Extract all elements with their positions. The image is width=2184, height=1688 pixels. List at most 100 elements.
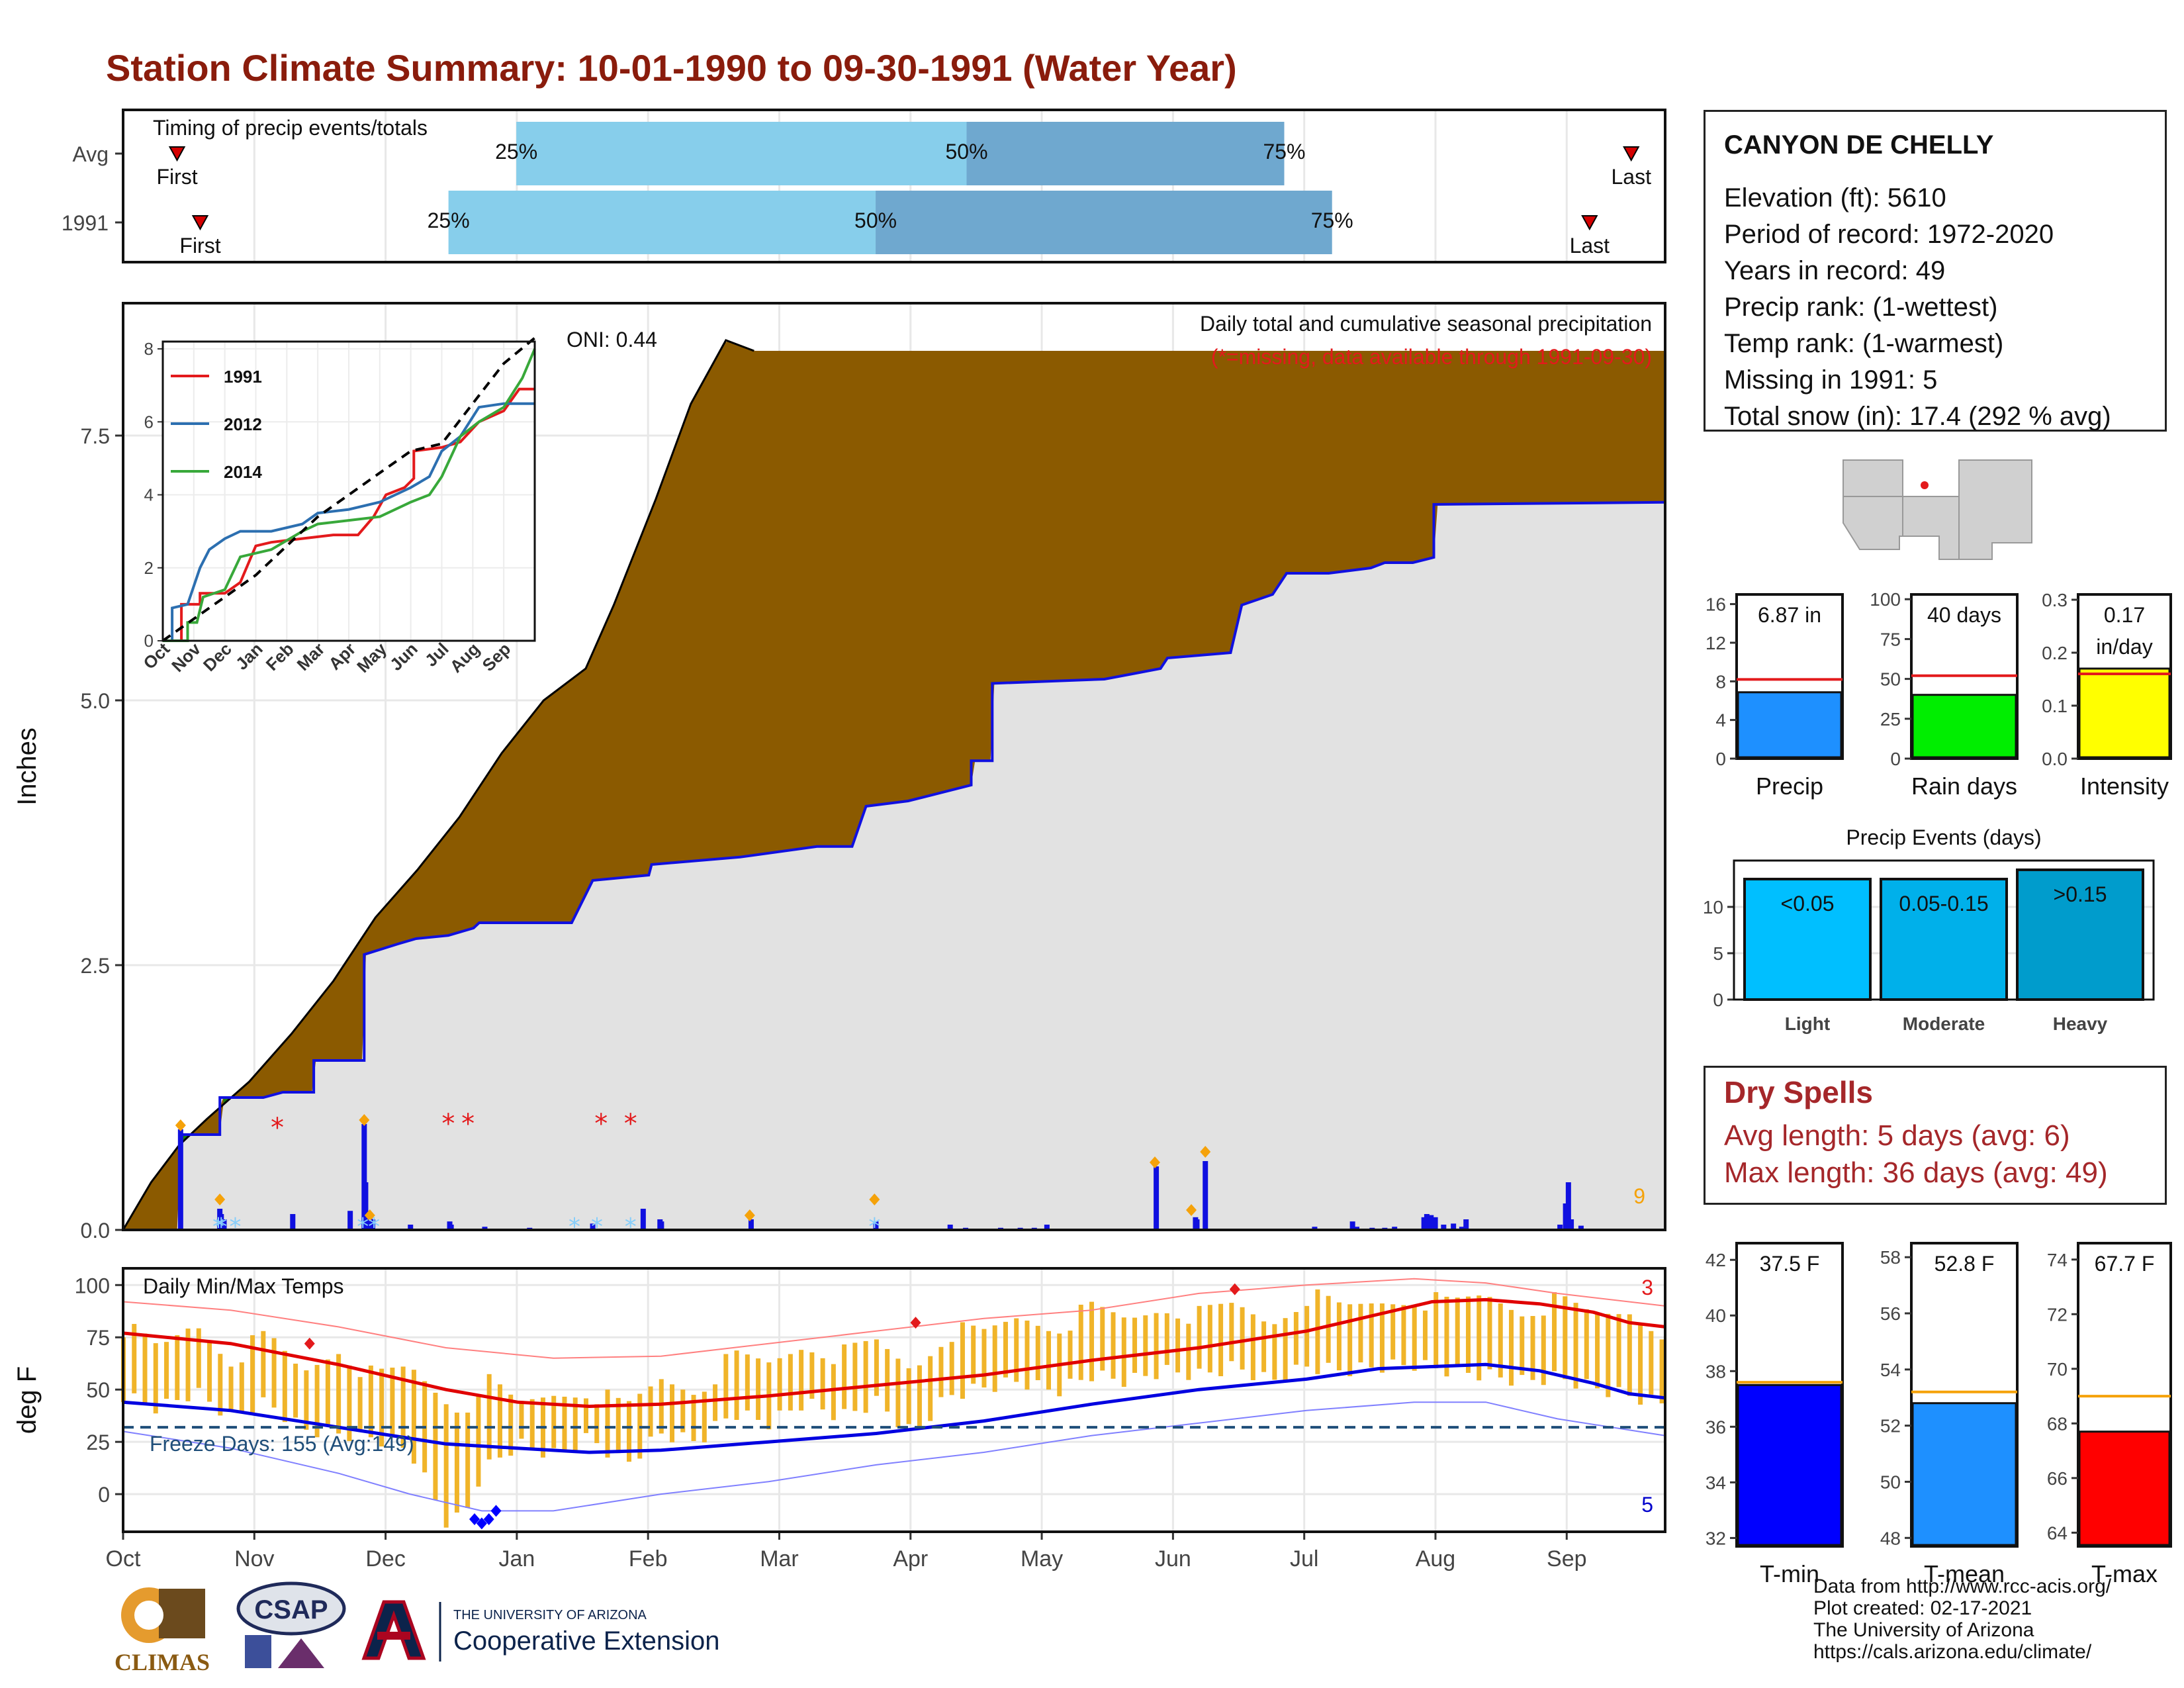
daily-temp-range-bar [497,1384,502,1458]
daily-temp-range-bar [443,1404,449,1528]
month-label: Feb [629,1546,668,1571]
daily-precip-bar [748,1219,754,1230]
temp-ytick-label: 0 [98,1483,110,1507]
daily-precip-bar [640,1209,646,1230]
daily-temp-range-bar [1229,1303,1234,1362]
intensity-ytick-label: 0.2 [2042,643,2068,663]
daily-temp-range-bar [1261,1321,1267,1372]
daily-precip-top-marker [1186,1204,1197,1216]
daily-precip-bar [1044,1225,1050,1230]
tmin-ytick-label: 40 [1706,1305,1726,1326]
month-label: Apr [893,1546,928,1571]
record-low-marker [490,1505,502,1517]
temp-frame [122,1267,1666,1533]
info-precip-rank: Precip rank: (1-wettest) [1724,293,1998,322]
daily-temp-range-bar [723,1354,729,1419]
tmean-ytick-label: 54 [1880,1360,1901,1380]
daily-precip-top-marker [175,1119,186,1131]
daily-temp-range-bar [852,1342,858,1411]
daily-temp-range-bar [1616,1314,1621,1387]
daily-temp-range-bar [745,1354,750,1411]
daily-temp-range-bar [615,1397,621,1454]
daily-temp-range-bar [1143,1315,1148,1376]
daily-temp-range-bar [1530,1316,1535,1380]
last-event-label: Last [1570,234,1610,258]
daily-temp-range-bar [1433,1292,1439,1368]
precip-events-frame [1733,859,2155,1001]
climas-logo: CLIMAS [114,1587,210,1675]
daily-temp-range-bar [1272,1324,1277,1380]
tmax-axis-label: T-max [2091,1560,2158,1587]
tmean-ytick-label: 50 [1880,1472,1901,1492]
daily-temp-range-bar [1649,1331,1654,1395]
dry-spells-max: Max length: 36 days (avg: 49) [1724,1156,2108,1189]
daily-precip-bar [1421,1217,1427,1230]
daily-temp-range-bar [1315,1289,1320,1374]
credit-university: The University of Arizona [1813,1619,2034,1641]
daily-temp-range-bar [1369,1303,1374,1368]
daily-temp-range-bar [1304,1305,1310,1367]
daily-precip-bar [221,1219,227,1230]
daily-precip-bar [1441,1225,1447,1230]
month-label: Jul [1290,1546,1318,1571]
daily-temp-range-bar [1100,1307,1105,1371]
climas-logo-text: CLIMAS [114,1649,210,1675]
record-high-marker [1229,1283,1240,1295]
daily-precip-top-marker [1149,1156,1160,1168]
first-event-label: First [156,165,197,189]
daily-temp-range-bar [981,1329,987,1388]
inset-legend-label: 1991 [224,367,262,387]
rain-days-axis-label: Rain days [1911,773,2017,800]
csap-logo-text: CSAP [254,1595,328,1624]
temp-ytick-label: 50 [86,1378,110,1402]
month-label: Dec [365,1546,405,1571]
precip-events-category: Moderate [1903,1013,1985,1034]
timing-bar-25-50 [448,191,876,254]
daily-temp-range-bar [1563,1296,1568,1380]
daily-temp-range-bar [992,1325,997,1392]
daily-temp-range-bar [153,1343,158,1414]
tmean-ytick-label: 48 [1880,1528,1901,1548]
precip-total-axis-label: Precip [1756,773,1823,800]
station-info-box: CANYON DE CHELLY Elevation (ft): 5610 Pe… [1704,110,2167,432]
tmax-ytick-label: 74 [2047,1250,2068,1270]
daily-temp-range-bar [454,1412,459,1513]
daily-temp-range-bar [680,1389,686,1432]
precip-events-bar [1743,878,1872,1001]
record-low-marker [476,1517,487,1530]
month-label: Jun [1155,1546,1191,1571]
tmin-axis-label: T-min [1760,1560,1819,1587]
daily-temp-range-bar [874,1339,879,1396]
credit-url: https://cals.arizona.edu/climate/ [1813,1641,2092,1663]
info-missing: Missing in 1991: 5 [1724,365,1938,395]
daily-temp-range-bar [1111,1312,1116,1379]
inset-series-line-1991 [163,387,535,642]
daily-temp-range-bar [572,1397,578,1451]
daily-temp-range-bar [917,1365,922,1427]
first-event-label: First [179,234,220,258]
daily-precip-bar [1428,1215,1434,1230]
info-years: Years in record: 49 [1724,256,1946,285]
daily-temp-range-bar [1487,1297,1492,1370]
daily-temp-range-bar [659,1379,664,1434]
daily-temp-range-bar [1218,1303,1224,1376]
daily-temp-range-bar [508,1394,514,1456]
precip-ytick-label: 7.5 [81,424,110,448]
record-min-line [122,1401,1666,1512]
station-name: CANYON DE CHELLY [1724,130,1994,160]
credit-plot-created: Plot created: 02-17-2021 [1813,1597,2032,1619]
daily-temp-range-bar [799,1350,804,1411]
daily-temp-range-bar [842,1344,847,1409]
timing-label-50: 50% [945,140,987,164]
daily-temp-range-bar [928,1356,933,1421]
daily-precip-bar [1312,1227,1318,1230]
daily-temp-range-bar [1465,1296,1471,1373]
tmin-ytick-label: 34 [1706,1472,1726,1493]
inset-legend-label: 2012 [224,414,262,434]
tmax-ytick-label: 70 [2047,1359,2068,1380]
rain-days-value-bar [1911,694,2017,759]
daily-precip-bar [659,1221,664,1230]
daily-temp-range-bar [594,1404,600,1444]
